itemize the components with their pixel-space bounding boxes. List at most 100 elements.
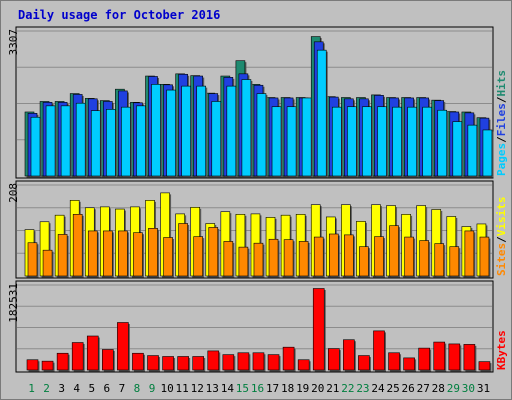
bar-pages-day-2: [45, 105, 56, 177]
bar-sites-day-3: [57, 234, 68, 277]
bar-sites-day-26: [404, 236, 414, 277]
bar-kbytes-day-18: [282, 346, 295, 371]
x-tick-label-day-9: 9: [149, 382, 156, 395]
bar-pages-day-1: [30, 116, 41, 177]
bar-kbytes-day-8: [132, 352, 144, 371]
x-tick-label-day-1: 1: [28, 382, 35, 395]
bar-pages-day-5: [90, 110, 101, 177]
x-tick-label-day-6: 6: [104, 382, 111, 395]
bar-sites-day-12: [193, 236, 204, 277]
bar-sites-day-10: [163, 237, 173, 277]
legend-entry-visits: Visits: [495, 197, 508, 237]
x-tick-label-day-2: 2: [43, 382, 50, 395]
x-tick-label-day-28: 28: [432, 382, 445, 395]
bar-sites-day-13: [208, 227, 219, 277]
x-tick-label-day-15: 15: [236, 382, 249, 395]
bar-kbytes-day-15: [237, 352, 250, 371]
bar-sites-day-25: [389, 225, 399, 277]
chart-panels: 3307 Pages/Files/Hits 208 Sites/Visits 18253…: [7, 26, 508, 373]
bar-pages-day-8: [136, 105, 146, 177]
x-axis-day-labels: 1 2 3 4 5 6 7 8 9 10 11 12 13 14 15 16 17 18 19 20 21 22 23 24 2…: [28, 382, 490, 395]
x-tick-label-day-14: 14: [221, 382, 235, 395]
bar-sites-day-19: [298, 241, 309, 277]
bar-sites-day-28: [434, 243, 445, 277]
legend-hits: Pages/Files/Hits: [495, 70, 508, 176]
bar-pages-day-19: [301, 97, 312, 177]
x-tick-label-day-23: 23: [356, 382, 369, 395]
x-tick-label-day-21: 21: [326, 382, 339, 395]
bar-kbytes-day-27: [418, 347, 430, 371]
bar-sites-day-29: [449, 246, 460, 277]
bar-sites-day-5: [87, 230, 98, 277]
bar-kbytes-day-29: [448, 343, 461, 371]
bar-pages-day-12: [196, 85, 207, 177]
bar-pages-day-13: [211, 101, 222, 177]
bar-pages-day-29: [452, 121, 463, 177]
bar-sites-day-11: [178, 223, 188, 277]
bar-kbytes-day-1: [26, 359, 39, 371]
x-tick-label-day-29: 29: [447, 382, 460, 395]
bar-pages-day-10: [166, 89, 176, 177]
bar-sites-day-6: [103, 230, 113, 277]
chart-title: Daily usage for October 2016: [18, 8, 220, 22]
bar-kbytes-day-23: [358, 355, 370, 371]
panel-kbytes: 182531 KBytes: [7, 280, 508, 373]
bar-kbytes-day-31: [478, 361, 491, 371]
bar-pages-day-20: [316, 49, 327, 177]
bar-kbytes-day-12: [192, 356, 205, 371]
bar-pages-day-26: [407, 106, 417, 177]
bar-sites-day-27: [419, 240, 429, 277]
bar-sites-day-2: [42, 249, 53, 277]
panel-visits: 208 Sites/Visits: [7, 180, 508, 279]
bar-sites-day-14: [223, 241, 234, 277]
bar-sites-day-31: [479, 236, 490, 277]
bar-kbytes-day-5: [86, 335, 99, 371]
bar-sites-day-7: [118, 230, 128, 277]
legend-entry-kbytes: KBytes: [495, 330, 508, 370]
bar-kbytes-day-16: [252, 352, 265, 371]
legend-kbytes: KBytes: [495, 330, 508, 370]
x-tick-label-day-3: 3: [58, 382, 65, 395]
bar-kbytes-day-26: [403, 357, 415, 371]
bar-pages-day-28: [437, 109, 448, 177]
bar-sites-day-24: [374, 236, 384, 277]
x-tick-label-day-18: 18: [281, 382, 294, 395]
bar-sites-day-22: [344, 234, 354, 277]
bar-sites-day-21: [328, 233, 339, 277]
x-tick-label-day-30: 30: [462, 382, 475, 395]
bar-pages-day-3: [60, 105, 71, 177]
x-tick-label-day-17: 17: [266, 382, 279, 395]
bar-sites-day-15: [238, 246, 249, 277]
bar-kbytes-day-24: [373, 330, 385, 371]
bar-pages-day-18: [286, 106, 297, 177]
bar-pages-day-14: [226, 85, 237, 177]
bar-pages-day-15: [241, 79, 252, 177]
x-tick-label-day-11: 11: [176, 382, 189, 395]
legend-entry-hits: Hits: [495, 70, 508, 97]
bar-sites-day-17: [268, 238, 279, 277]
bar-kbytes-day-19: [297, 359, 310, 371]
bar-kbytes-day-7: [117, 322, 129, 371]
bar-kbytes-day-28: [433, 341, 446, 371]
bar-kbytes-day-9: [147, 355, 159, 371]
x-tick-label-day-16: 16: [251, 382, 264, 395]
x-tick-label-day-12: 12: [191, 382, 204, 395]
bar-kbytes-day-21: [327, 348, 340, 371]
bar-kbytes-day-2: [41, 360, 54, 371]
x-tick-label-day-24: 24: [371, 382, 385, 395]
bar-sites-day-16: [253, 242, 264, 277]
bar-pages-day-22: [347, 106, 357, 177]
x-tick-label-day-20: 20: [311, 382, 324, 395]
bar-kbytes-day-22: [343, 339, 355, 371]
legend-visits: Sites/Visits: [495, 197, 508, 277]
bar-kbytes-day-14: [222, 354, 235, 371]
y-max-label-kbytes: 182531: [7, 283, 20, 323]
bar-pages-day-16: [256, 93, 267, 177]
bar-kbytes-day-25: [388, 352, 400, 371]
bar-kbytes-day-17: [267, 354, 280, 371]
x-tick-label-day-5: 5: [88, 382, 95, 395]
bar-pages-day-30: [467, 124, 478, 177]
bar-sites-day-1: [27, 242, 38, 277]
bar-pages-day-21: [331, 106, 342, 177]
bar-sites-day-9: [148, 228, 158, 277]
